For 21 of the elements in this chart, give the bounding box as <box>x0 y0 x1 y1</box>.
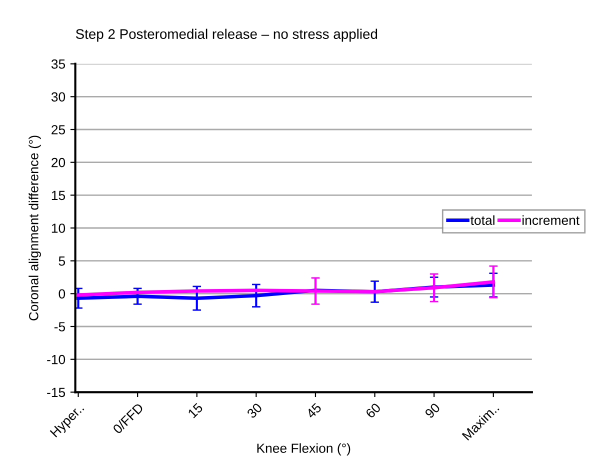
y-tick-label: -10 <box>47 354 66 364</box>
x-tick-label: 30 <box>246 402 263 419</box>
y-tick-label: -15 <box>47 388 66 398</box>
y-tick-label: 5 <box>58 256 66 266</box>
x-axis-title: Knee Flexion (°) <box>257 443 350 456</box>
x-tick-label: 90 <box>424 402 441 419</box>
x-tick-label: 15 <box>188 402 204 418</box>
chart-title: Step 2 Posteromedial release – no stress applied <box>76 28 378 42</box>
x-tick-label: 60 <box>365 402 382 419</box>
y-tick-label: 20 <box>52 158 66 168</box>
x-tick-label: 45 <box>306 402 322 419</box>
y-tick-label: 35 <box>51 59 66 69</box>
legend-label: increment <box>522 215 580 225</box>
y-tick-label: 15 <box>52 190 66 200</box>
y-tick-label: -5 <box>54 322 66 332</box>
y-axis-title: Coronal alignment difference (°) <box>28 136 41 320</box>
y-tick-label: 0 <box>58 289 66 299</box>
y-tick-label: 10 <box>52 224 66 233</box>
y-tick-label: 25 <box>52 125 66 134</box>
legend-label: total <box>470 215 494 225</box>
y-tick-label: 30 <box>51 92 66 102</box>
